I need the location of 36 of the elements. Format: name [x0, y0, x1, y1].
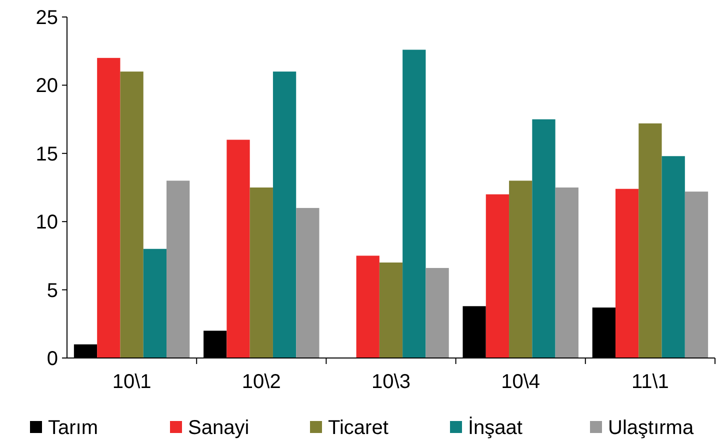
y-tick-label: 15: [36, 143, 58, 166]
y-tick-label: 25: [36, 7, 58, 29]
bar: [615, 188, 639, 358]
legend-label: Ticaret: [328, 417, 389, 439]
bar: [638, 123, 662, 358]
bar: [532, 119, 556, 358]
bar: [143, 248, 167, 358]
legend-label: İnşaat: [468, 416, 523, 439]
bar: [509, 180, 532, 358]
bar: [684, 192, 708, 358]
legend-label: Tarım: [48, 417, 98, 439]
y-tick-label: 0: [46, 348, 58, 370]
y-tick-label: 20: [36, 75, 58, 98]
legend-label: Sanayi: [188, 417, 250, 439]
bar: [296, 208, 320, 358]
bar: [379, 262, 403, 358]
bar: [97, 58, 120, 358]
bar: [250, 188, 273, 358]
bar: [356, 256, 380, 358]
bar: [486, 194, 510, 358]
y-tick-label: 10: [36, 212, 58, 234]
bar: [226, 140, 250, 358]
x-tick-label: 10\1: [112, 371, 152, 393]
legend-label: Ulaştırma: [608, 417, 694, 439]
bar: [662, 156, 685, 358]
bar: [272, 72, 296, 358]
x-tick-label: 10\2: [242, 371, 281, 393]
x-tick-label: 10\4: [501, 371, 540, 393]
x-tick-label: 11\1: [631, 371, 669, 393]
bar: [426, 268, 449, 358]
bar: [402, 50, 426, 358]
bar: [555, 188, 578, 358]
bar: [120, 72, 144, 358]
x-tick-label: 10\3: [372, 371, 410, 393]
bar: [166, 180, 190, 358]
y-tick-label: 5: [46, 280, 58, 302]
